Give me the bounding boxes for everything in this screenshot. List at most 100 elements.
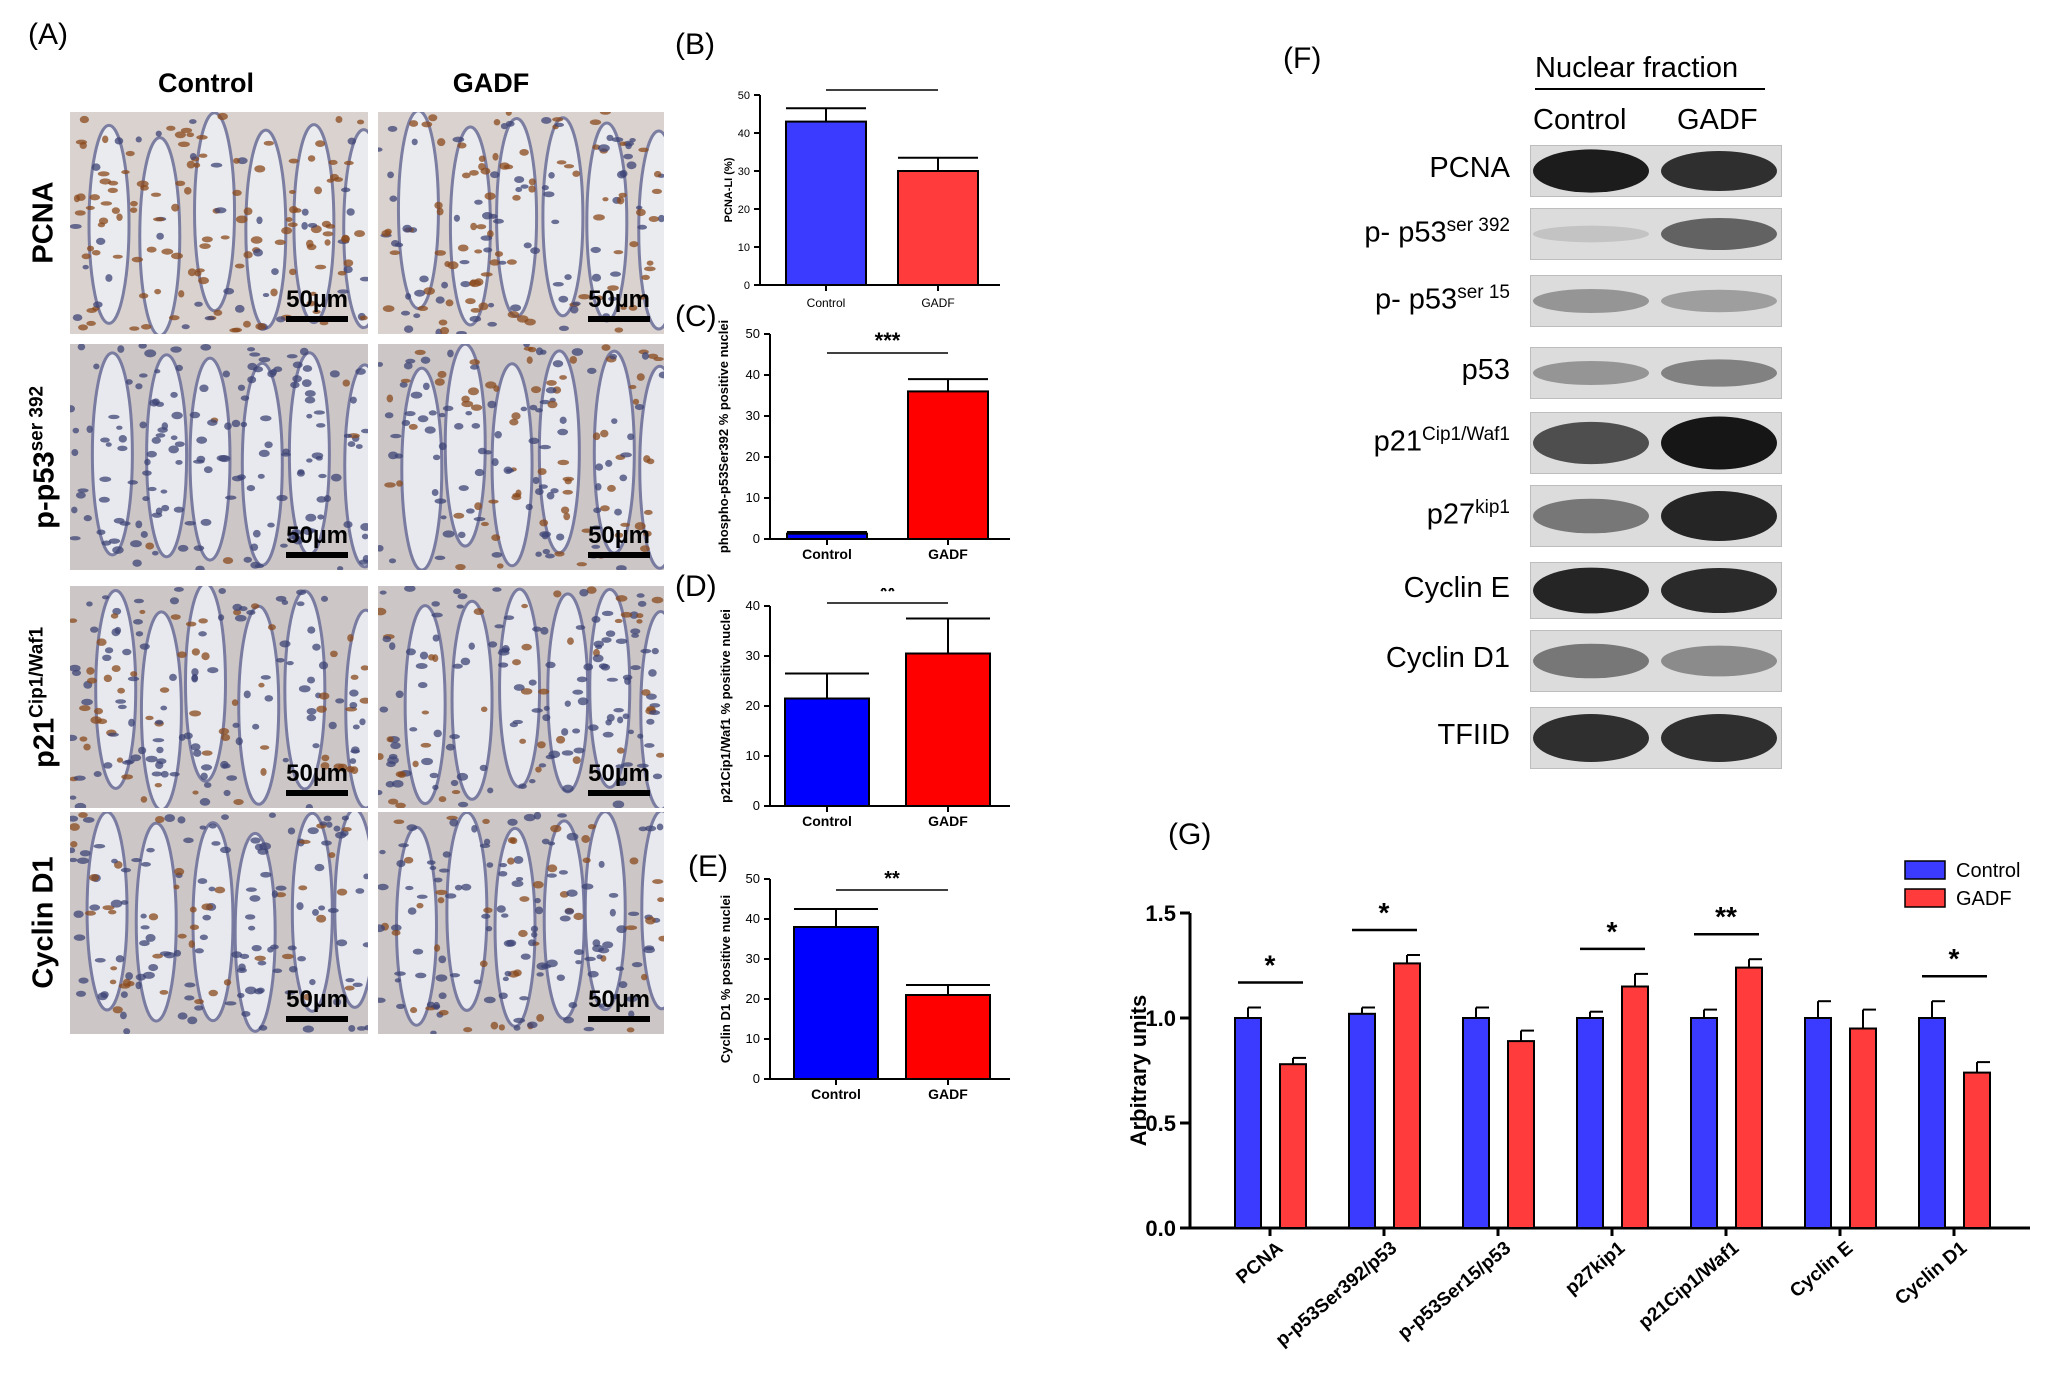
bar-gadf	[907, 390, 989, 541]
band-control	[1533, 498, 1649, 534]
panel-a-row-label-text: Cyclin D1	[27, 856, 60, 989]
chart-d: 0 10 20 30 40 p21Cip1/Waf1 % positive nuclei C…	[718, 588, 1010, 829]
blot-label-text: Cyclin E	[1403, 571, 1510, 604]
x-tick-label: p-p53Ser392/p53	[1272, 1238, 1401, 1351]
chart-b: 0 10 20 30 40 50 PCNA-LI (%) Control GADF **	[723, 80, 1000, 310]
scale-bar: 50µm	[588, 986, 650, 1022]
scale-bar-line	[588, 552, 650, 558]
band-control	[1533, 289, 1649, 313]
band-gadf	[1661, 359, 1777, 387]
x-tick-label: GADF	[928, 546, 968, 562]
bar-gadf	[1735, 966, 1763, 1229]
scale-bar-line	[286, 790, 348, 796]
scale-bar-line	[286, 552, 348, 558]
y-tick-label: 10	[746, 748, 760, 763]
scale-bar: 50µm	[588, 286, 650, 322]
y-tick-label: 0	[753, 1071, 760, 1086]
chart-c: 0 10 20 30 40 50 phospho-p53Ser392 % positive …	[716, 320, 1010, 562]
scale-bar-line	[286, 316, 348, 322]
x-tick-label: Control	[807, 296, 846, 310]
x-tick-label: Control	[802, 546, 852, 562]
bar-control	[786, 532, 868, 540]
blot-label: TFIID	[1210, 719, 1511, 752]
scale-bar: 50µm	[588, 760, 650, 796]
scale-bar-label: 50µm	[588, 760, 650, 787]
blot-label: p- p53ser 392	[1210, 215, 1510, 250]
band-gadf	[1661, 714, 1777, 762]
x-tick-label: GADF	[928, 1086, 968, 1102]
panel-c-letter: (C)	[675, 300, 717, 333]
blot-label-text: Cyclin D1	[1385, 642, 1510, 674]
blot-strip	[1530, 347, 1782, 399]
bar-control	[784, 697, 870, 807]
panel-a-row-label-sup: Cip1/Waf1	[26, 626, 48, 718]
blot-label-text: TFIID	[1437, 719, 1511, 751]
blot-strip	[1530, 485, 1782, 547]
blot-strip	[1530, 208, 1782, 260]
band-gadf	[1661, 567, 1777, 614]
x-tick-label: p-p53Ser15/p53	[1394, 1238, 1515, 1344]
panel-a-row-label: PCNA	[28, 113, 61, 333]
bar-control	[1234, 1017, 1262, 1229]
scale-bar-label: 50µm	[588, 986, 650, 1013]
lane-control-label: Control	[1533, 104, 1627, 136]
y-axis-label: Cyclin D1 % positive nuclei	[718, 895, 733, 1063]
panel-a-row-label: p-p53ser 392	[27, 347, 62, 567]
scale-bar-line	[588, 1016, 650, 1022]
y-tick-label: 30	[746, 408, 760, 423]
y-tick-label: 10	[746, 1031, 760, 1046]
fraction-underline	[1535, 88, 1765, 90]
legend-label-gadf: GADF	[1956, 888, 2012, 910]
band-control	[1533, 225, 1649, 243]
blot-label: p27kip1	[1210, 497, 1510, 532]
panel-e-letter: (E)	[688, 850, 728, 883]
bar-control	[1918, 1017, 1946, 1229]
panel-a-column-gadf: GADF	[452, 68, 530, 98]
blot-label: p- p53ser 15	[1210, 282, 1510, 317]
blot-strip	[1530, 630, 1782, 692]
significance-marker: *	[1949, 943, 1960, 974]
micrograph-control: 50µm	[70, 586, 368, 808]
bar-gadf	[1507, 1040, 1535, 1229]
blot-label: PCNA	[1210, 152, 1510, 185]
x-tick-label: Cyclin E	[1786, 1238, 1857, 1302]
panel-a-row-label: Cyclin D1	[28, 813, 61, 1033]
bar-gadf	[1963, 1071, 1991, 1229]
y-tick-label: 20	[746, 698, 760, 713]
legend-label-control: Control	[1956, 860, 2020, 882]
blot-label-text: p- p53	[1364, 216, 1447, 249]
y-axis-label: phospho-p53Ser392 % positive nuclei	[716, 320, 731, 553]
x-tick-label: GADF	[921, 296, 954, 310]
band-control	[1533, 421, 1649, 465]
panel-a-column-control: Control	[158, 68, 254, 98]
blot-label-sup: kip1	[1475, 497, 1510, 518]
x-tick-label: Cyclin D1	[1891, 1237, 1971, 1309]
bar-gadf	[1393, 962, 1421, 1230]
panel-d-letter: (D)	[675, 570, 717, 603]
y-tick-label: 50	[746, 871, 760, 886]
significance-marker: **	[884, 868, 900, 890]
y-tick-label: 10	[738, 242, 750, 254]
band-control	[1533, 361, 1649, 385]
y-tick-label: 1.0	[1145, 1006, 1176, 1031]
band-gadf	[1661, 151, 1777, 191]
panel-a-letter: (A)	[28, 18, 68, 51]
bar-control	[1576, 1017, 1604, 1229]
micrograph-gadf: 50µm	[378, 112, 664, 334]
significance-marker: *	[1607, 916, 1618, 947]
significance-marker: **	[1715, 901, 1737, 932]
blot-label: p53	[1210, 354, 1510, 387]
scale-bar-label: 50µm	[286, 522, 348, 549]
x-tick-label: PCNA	[1232, 1238, 1287, 1289]
y-tick-label: 40	[738, 128, 750, 140]
bar-gadf	[905, 994, 991, 1080]
legend-swatch-control	[1904, 860, 1946, 880]
y-tick-label: 40	[746, 367, 760, 382]
micrograph-gadf: 50µm	[378, 586, 664, 808]
blot-strip	[1530, 562, 1782, 619]
blot-label: Cyclin D1	[1210, 642, 1510, 675]
scale-bar: 50µm	[588, 522, 650, 558]
y-tick-label: 30	[738, 166, 750, 178]
panel-a-row-label-text: p21	[28, 717, 61, 768]
bar-control	[1804, 1017, 1832, 1229]
